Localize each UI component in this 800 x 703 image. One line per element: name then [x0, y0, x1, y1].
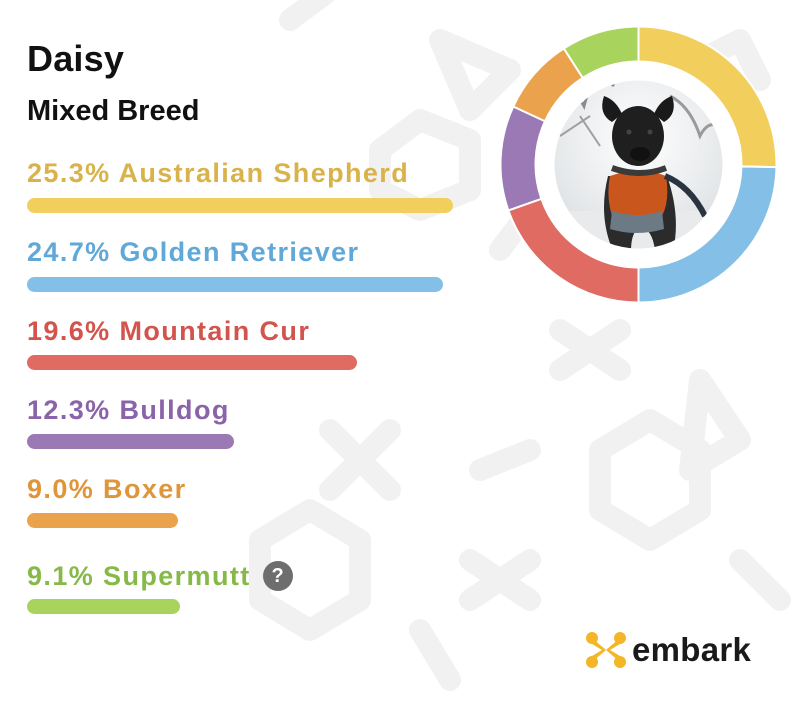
breed-row-mountain-cur: 19.6% Mountain Cur [27, 314, 487, 370]
breed-bar [27, 599, 180, 614]
breed-row-australian-shepherd: 25.3% Australian Shepherd [27, 156, 487, 213]
breed-label: 9.0% Boxer [27, 473, 187, 504]
embark-logo-text: embark [632, 631, 752, 668]
breed-bar [27, 513, 178, 528]
breed-label: 9.1% Supermutt ? [27, 559, 487, 593]
breed-donut-chart [500, 26, 777, 303]
breed-bar [27, 198, 453, 213]
breed-type: Mixed Breed [27, 95, 200, 127]
breed-row-boxer: 9.0% Boxer [27, 472, 487, 528]
question-circle-icon[interactable]: ? [262, 561, 293, 591]
breed-bar [27, 434, 234, 449]
dog-name: Daisy [27, 38, 125, 79]
breed-bar [27, 277, 443, 292]
breed-row-bulldog: 12.3% Bulldog [27, 393, 487, 449]
breed-label: 19.6% Mountain Cur [27, 315, 311, 346]
breed-bar [27, 355, 357, 370]
embark-bone-icon [586, 632, 626, 668]
breed-label-text: 9.1% Supermutt [27, 560, 251, 591]
embark-logo: embark [584, 628, 751, 672]
breed-label: 12.3% Bulldog [27, 394, 230, 425]
breed-label: 24.7% Golden Retriever [27, 236, 360, 267]
breed-row-supermutt: 9.1% Supermutt ? [27, 559, 487, 614]
breed-row-golden-retriever: 24.7% Golden Retriever [27, 235, 487, 292]
breed-label: 25.3% Australian Shepherd [27, 157, 410, 188]
